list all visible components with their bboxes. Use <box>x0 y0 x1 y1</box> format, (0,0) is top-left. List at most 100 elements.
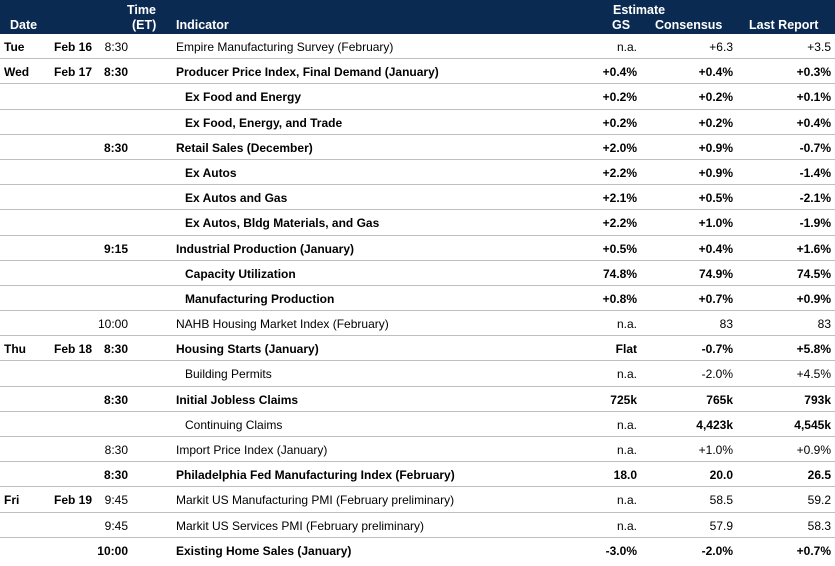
row-consensus: 58.5 <box>709 493 733 508</box>
table-row: Ex Autos and Gas +2.1% +0.5% -2.1% <box>0 185 835 211</box>
row-time: 10:00 <box>97 543 128 558</box>
table-row: Building Permits n.a. -2.0% +4.5% <box>0 361 835 387</box>
row-consensus: 57.9 <box>709 518 733 533</box>
row-gs-estimate: n.a. <box>616 493 637 508</box>
row-indicator: NAHB Housing Market Index (February) <box>176 317 389 332</box>
row-gs-estimate: 725k <box>610 392 637 407</box>
row-last-report: +0.4% <box>796 115 831 130</box>
table-row: Ex Autos +2.2% +0.9% -1.4% <box>0 160 835 186</box>
row-gs-estimate: -3.0% <box>605 543 637 558</box>
row-indicator: Ex Autos, Bldg Materials, and Gas <box>185 216 380 231</box>
row-last-report: +0.3% <box>796 65 831 80</box>
row-indicator: Capacity Utilization <box>185 266 296 281</box>
table-row: 8:30 Philadelphia Fed Manufacturing Index… <box>0 462 835 488</box>
row-last-report: +0.7% <box>796 543 831 558</box>
row-indicator: Producer Price Index, Final Demand (Janu… <box>176 65 439 80</box>
row-gs-estimate: +0.2% <box>602 115 637 130</box>
row-last-report: -1.4% <box>799 165 831 180</box>
row-last-report: +0.9% <box>796 443 831 457</box>
row-gs-estimate: 74.8% <box>602 266 637 281</box>
row-indicator: Empire Manufacturing Survey (February) <box>176 40 394 54</box>
row-gs-estimate: n.a. <box>616 367 637 382</box>
row-consensus: +0.2% <box>698 90 733 105</box>
table-row: Tue Feb 16 8:30 Empire Manufacturing Survey… <box>0 34 835 60</box>
row-indicator: Philadelphia Fed Manufacturing Index (Fe… <box>176 468 455 483</box>
row-gs-estimate: +0.5% <box>602 241 637 256</box>
row-time: 9:45 <box>104 493 128 508</box>
table-row: Fri Feb 19 9:45 Markit US Manufacturing PMI… <box>0 487 835 513</box>
row-last-report: -2.1% <box>799 191 831 206</box>
table-row: Capacity Utilization 74.8% 74.9% 74.5% <box>0 261 835 286</box>
row-gs-estimate: n.a. <box>616 518 637 533</box>
row-last-report: 83 <box>817 317 831 332</box>
table-body: Tue Feb 16 8:30 Empire Manufacturing Survey… <box>0 34 835 563</box>
row-last-report: +0.9% <box>796 291 831 306</box>
table-row: 9:15 Industrial Production (January) +0.5%… <box>0 236 835 261</box>
row-time: 8:30 <box>104 443 128 457</box>
row-consensus: +0.9% <box>698 140 733 155</box>
row-consensus: +0.7% <box>698 291 733 306</box>
row-indicator: Ex Autos <box>185 165 237 180</box>
row-last-report: -0.7% <box>799 140 831 155</box>
row-indicator: Building Permits <box>185 367 272 382</box>
row-last-report: 58.3 <box>807 518 831 533</box>
row-gs-estimate: 18.0 <box>613 468 637 483</box>
row-gs-estimate: +2.2% <box>602 165 637 180</box>
row-consensus: 20.0 <box>709 468 733 483</box>
row-consensus: 83 <box>719 317 733 332</box>
table-row: 10:00 NAHB Housing Market Index (February… <box>0 311 835 337</box>
table-row: Ex Food, Energy, and Trade +0.2% +0.2% +0.4… <box>0 110 835 135</box>
row-consensus: 765k <box>706 392 733 407</box>
row-time: 8:30 <box>103 392 128 407</box>
row-last-report: +5.8% <box>796 342 831 357</box>
row-last-report: 4,545k <box>794 417 831 432</box>
row-last-report: 59.2 <box>807 493 831 508</box>
row-last-report: 26.5 <box>807 468 831 483</box>
row-indicator: Import Price Index (January) <box>176 443 328 457</box>
row-gs-estimate: n.a. <box>616 317 637 332</box>
row-day: Wed <box>4 65 30 80</box>
row-last-report: +4.5% <box>796 367 831 382</box>
row-consensus: +0.4% <box>698 241 733 256</box>
row-consensus: +6.3 <box>709 40 733 54</box>
row-consensus: +1.0% <box>698 216 733 231</box>
row-consensus: +0.9% <box>698 165 733 180</box>
row-date: Feb 16 <box>54 40 93 54</box>
row-day: Fri <box>4 493 20 508</box>
row-gs-estimate: +0.2% <box>602 90 637 105</box>
row-consensus: 74.9% <box>698 266 733 281</box>
row-gs-estimate: +2.1% <box>602 191 637 206</box>
row-consensus: -2.0% <box>701 367 733 382</box>
row-date: Feb 17 <box>54 65 93 80</box>
header-gs: GS <box>612 18 631 32</box>
row-date: Feb 18 <box>54 342 93 357</box>
table-row: 8:30 Initial Jobless Claims 725k 765k 793k <box>0 387 835 412</box>
row-time: 8:30 <box>103 342 128 357</box>
row-time: 9:15 <box>103 241 128 256</box>
row-consensus: -2.0% <box>701 543 733 558</box>
table-row: Manufacturing Production +0.8% +0.7% +0.9% <box>0 286 835 312</box>
row-time: 8:30 <box>103 468 128 483</box>
row-gs-estimate: +2.2% <box>602 216 637 231</box>
row-gs-estimate: n.a. <box>616 443 637 457</box>
row-indicator: Existing Home Sales (January) <box>176 543 352 558</box>
row-indicator: Ex Food and Energy <box>185 90 302 105</box>
row-consensus: -0.7% <box>701 342 733 357</box>
row-day: Thu <box>4 342 26 357</box>
table-header: Date Time (ET) Indicator Estimate GS Con… <box>0 0 835 34</box>
table-row: 8:30 Retail Sales (December) +2.0% +0.9% -0.… <box>0 135 835 160</box>
row-consensus: 4,423k <box>696 417 733 432</box>
row-indicator: Initial Jobless Claims <box>176 392 299 407</box>
row-last-report: -1.9% <box>799 216 831 231</box>
table-row: 9:45 Markit US Services PMI (February pre… <box>0 513 835 538</box>
row-gs-estimate: +2.0% <box>602 140 637 155</box>
header-last-report: Last Report <box>749 18 819 32</box>
row-last-report: +3.5 <box>807 40 831 54</box>
row-indicator: Markit US Services PMI (February prelimi… <box>176 518 425 533</box>
header-time-zone: (ET) <box>132 18 157 32</box>
row-consensus: +0.4% <box>698 65 733 80</box>
row-gs-estimate: +0.8% <box>602 291 637 306</box>
row-time: 8:30 <box>103 140 128 155</box>
row-last-report: 793k <box>804 392 831 407</box>
